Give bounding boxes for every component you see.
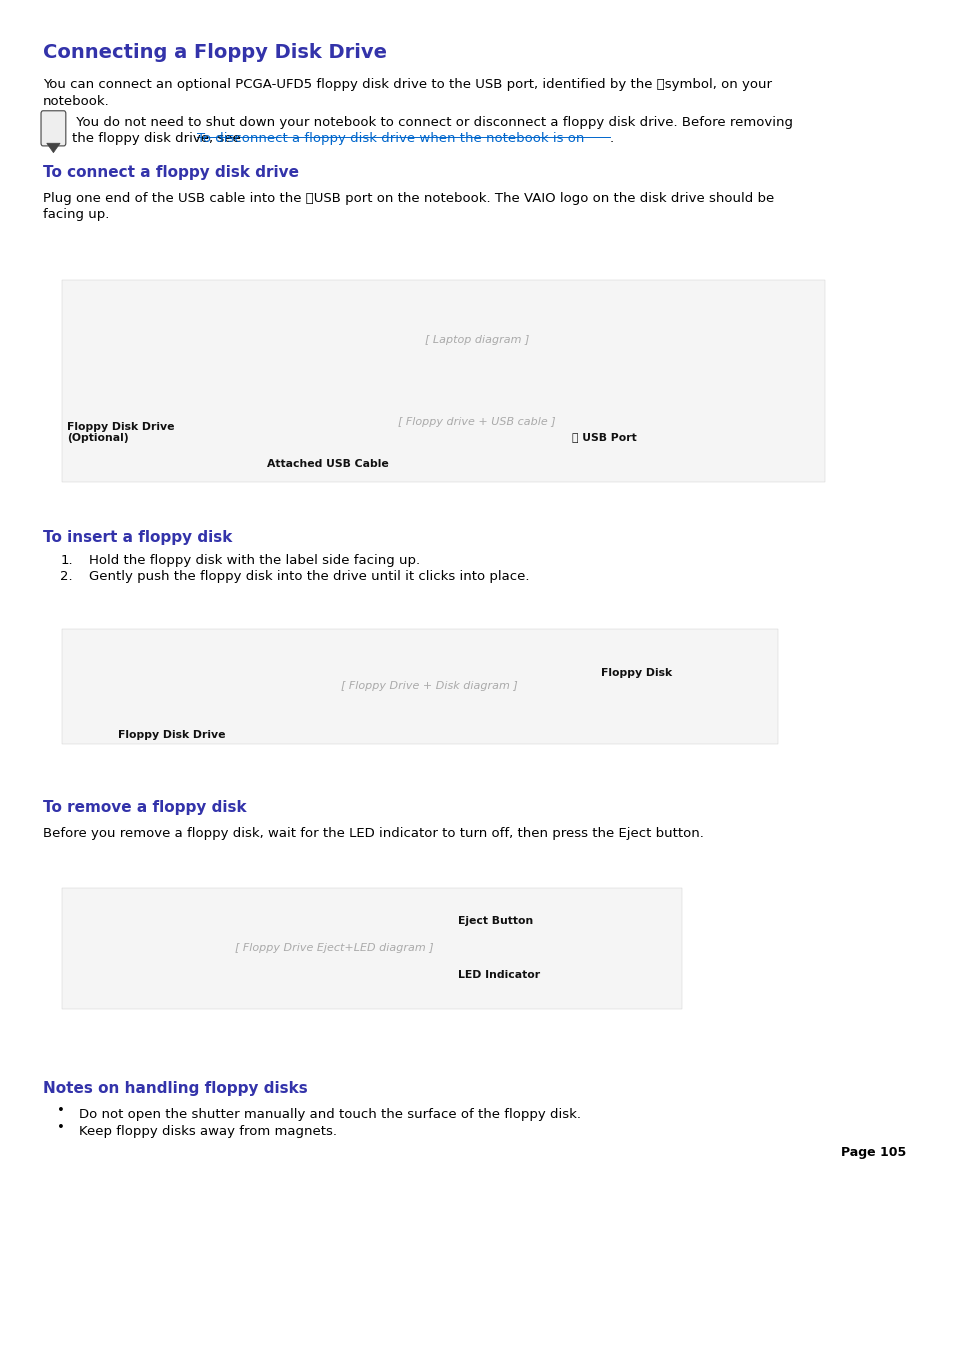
Text: the floppy disk drive, see: the floppy disk drive, see	[71, 132, 244, 146]
Text: Eject Button: Eject Button	[457, 916, 533, 927]
Text: Floppy Disk Drive
(Optional): Floppy Disk Drive (Optional)	[67, 422, 174, 443]
Text: Connecting a Floppy Disk Drive: Connecting a Floppy Disk Drive	[43, 43, 387, 62]
Text: Do not open the shutter manually and touch the surface of the floppy disk.: Do not open the shutter manually and tou…	[79, 1108, 580, 1121]
Text: •: •	[57, 1121, 65, 1135]
Text: [ Floppy Drive Eject+LED diagram ]: [ Floppy Drive Eject+LED diagram ]	[234, 943, 433, 954]
Text: Page 105: Page 105	[841, 1146, 905, 1159]
Text: You can connect an optional PCGA-UFD5 floppy disk drive to the USB port, identif: You can connect an optional PCGA-UFD5 fl…	[43, 78, 771, 92]
Text: Hold the floppy disk with the label side facing up.: Hold the floppy disk with the label side…	[89, 554, 419, 567]
Text: Attached USB Cable: Attached USB Cable	[267, 459, 389, 469]
Text: You do not need to shut down your notebook to connect or disconnect a floppy dis: You do not need to shut down your notebo…	[71, 116, 792, 130]
Bar	[62, 630, 777, 743]
Text: ⑒ USB Port: ⑒ USB Port	[572, 432, 637, 442]
Text: To insert a floppy disk: To insert a floppy disk	[43, 530, 233, 544]
Text: To remove a floppy disk: To remove a floppy disk	[43, 800, 246, 815]
Text: [ Laptop diagram ]: [ Laptop diagram ]	[424, 335, 529, 346]
Text: •: •	[57, 1104, 65, 1117]
Text: Plug one end of the USB cable into the ⑒USB port on the notebook. The VAIO logo : Plug one end of the USB cable into the ⑒…	[43, 192, 774, 205]
Text: Floppy Disk: Floppy Disk	[600, 667, 672, 678]
Text: 1.: 1.	[60, 554, 72, 567]
Text: 2.: 2.	[60, 570, 72, 584]
Text: Notes on handling floppy disks: Notes on handling floppy disks	[43, 1081, 308, 1096]
Text: Keep floppy disks away from magnets.: Keep floppy disks away from magnets.	[79, 1125, 336, 1139]
Text: [ Floppy drive + USB cable ]: [ Floppy drive + USB cable ]	[397, 416, 556, 427]
Bar	[62, 280, 824, 482]
Text: [ Floppy Drive + Disk diagram ]: [ Floppy Drive + Disk diagram ]	[340, 681, 517, 692]
Bar	[62, 888, 681, 1009]
Text: To connect a floppy disk drive: To connect a floppy disk drive	[43, 165, 298, 180]
Text: facing up.: facing up.	[43, 208, 110, 222]
Text: LED Indicator: LED Indicator	[457, 970, 539, 981]
FancyBboxPatch shape	[41, 111, 66, 146]
Text: Gently push the floppy disk into the drive until it clicks into place.: Gently push the floppy disk into the dri…	[89, 570, 529, 584]
Text: Floppy Disk Drive: Floppy Disk Drive	[118, 730, 225, 740]
Text: .: .	[609, 132, 613, 146]
Text: To disconnect a floppy disk drive when the notebook is on: To disconnect a floppy disk drive when t…	[197, 132, 584, 146]
Polygon shape	[47, 143, 60, 153]
Text: Before you remove a floppy disk, wait for the LED indicator to turn off, then pr: Before you remove a floppy disk, wait fo…	[43, 827, 703, 840]
Text: notebook.: notebook.	[43, 95, 110, 108]
